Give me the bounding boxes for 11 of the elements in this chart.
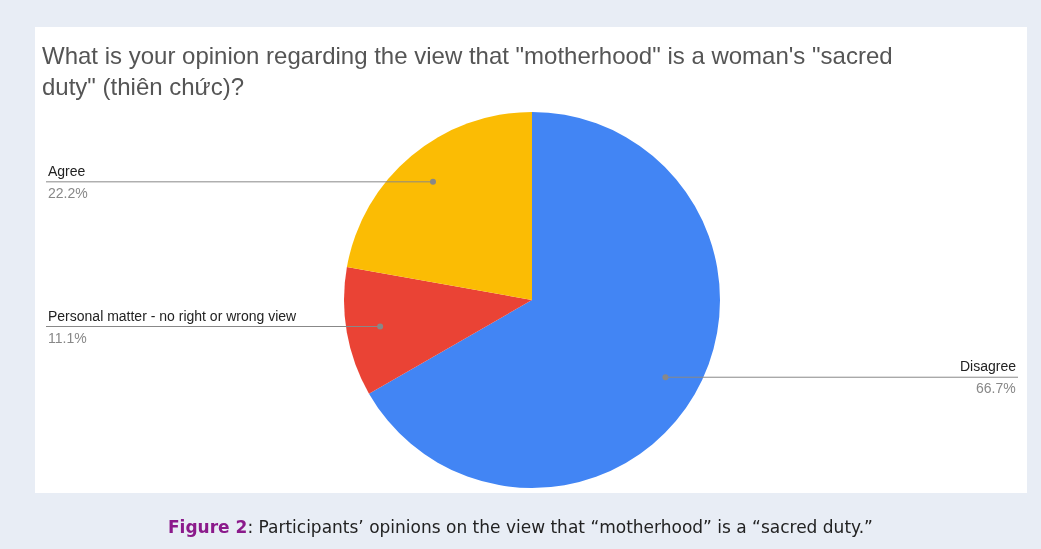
- chart-title: What is your opinion regarding the view that "motherhood" is a woman's "sacred duty" (thiên chức)?: [42, 42, 893, 101]
- data-label: 66.7%: [976, 380, 1016, 396]
- slice-label: Personal matter - no right or wrong view: [48, 308, 298, 324]
- data-label: 22.2%: [48, 185, 88, 201]
- slice-label: Disagree: [960, 358, 1017, 374]
- slice-label: Agree: [48, 163, 86, 179]
- data-label: 11.1%: [48, 330, 87, 346]
- pie-slice: [368, 112, 720, 488]
- pie-slice: [344, 267, 532, 394]
- pie-slice: [346, 112, 532, 300]
- caption: Figure 2: Participants’ opinions on the view that “motherhood” is a “sacred duty.”: [168, 517, 873, 537]
